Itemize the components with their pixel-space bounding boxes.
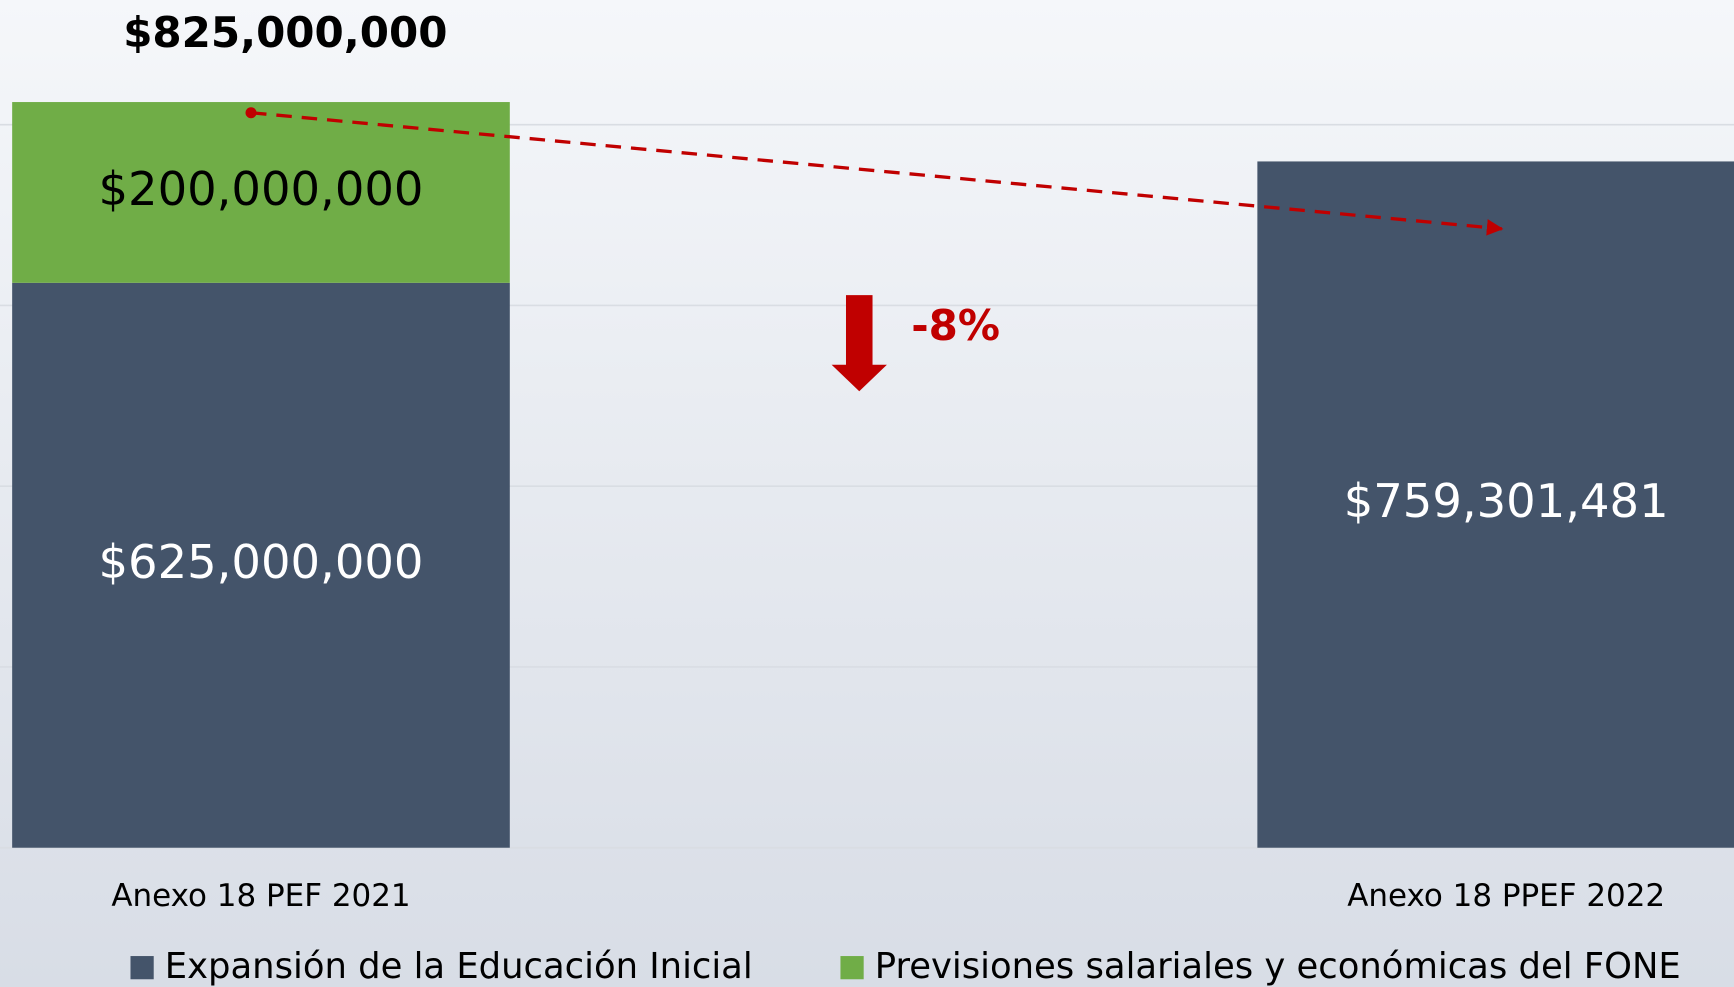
change-label: -8% <box>911 301 1000 350</box>
total-label: $825,000,000 <box>123 8 447 57</box>
bar-segment <box>12 282 510 848</box>
legend-swatch <box>840 956 864 980</box>
value-label: $200,000,000 <box>99 162 424 216</box>
legend-swatch <box>130 956 154 980</box>
decrease-arrow <box>831 295 887 392</box>
x-tick-label: Anexo 18 PPEF 2022 <box>1347 878 1665 914</box>
trend-arrow-start <box>245 107 257 119</box>
value-label: $759,301,481 <box>1344 474 1669 528</box>
x-tick-label: Anexo 18 PEF 2021 <box>111 878 410 914</box>
trend-arrow <box>250 111 1504 236</box>
legend-label: Previsiones salariales y económicas del … <box>875 946 1681 987</box>
legend-label: Expansión de la Educación Inicial <box>165 946 753 987</box>
bar-segment <box>12 102 510 283</box>
bar-segment <box>1257 161 1734 848</box>
value-label: $625,000,000 <box>99 535 424 589</box>
